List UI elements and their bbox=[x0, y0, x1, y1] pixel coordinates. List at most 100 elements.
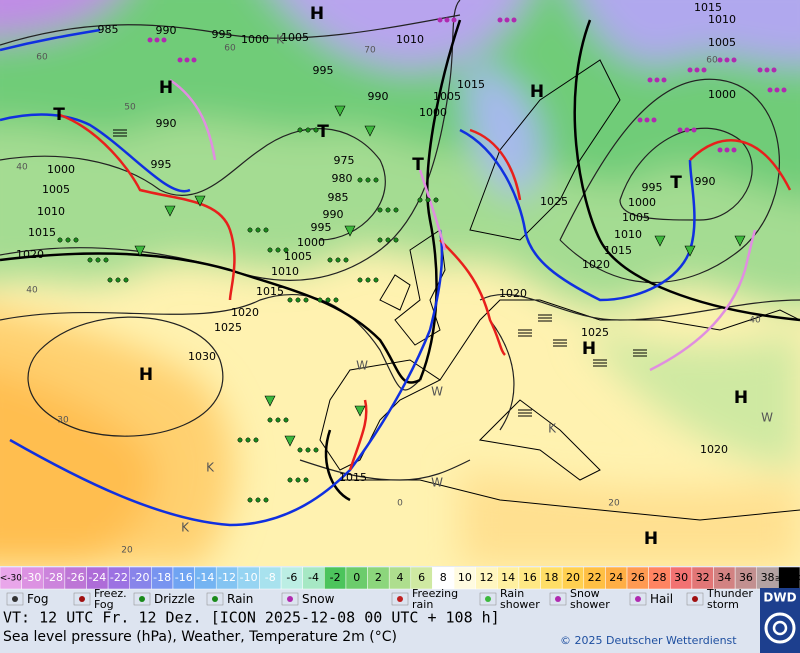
isobar-label: 1030 bbox=[188, 350, 216, 363]
isobar-label: 990 bbox=[323, 208, 344, 221]
isobar-label: 1000 bbox=[419, 106, 447, 119]
snow-symbol bbox=[661, 77, 667, 83]
scale-label: -10 bbox=[240, 571, 258, 584]
temperature-label: 60 bbox=[36, 53, 48, 63]
wind-letter: K bbox=[276, 33, 285, 47]
pressure-center: H bbox=[734, 388, 748, 408]
isobars bbox=[0, 0, 800, 481]
isobar-label: 1000 bbox=[297, 236, 325, 249]
isobar-label: 1020 bbox=[231, 306, 259, 319]
legend-icon bbox=[686, 592, 704, 606]
temperature-label: 70 bbox=[364, 46, 376, 56]
snow-symbol bbox=[644, 117, 650, 123]
legend-icon-dot bbox=[287, 596, 293, 602]
copyright: © 2025 Deutscher Wetterdienst bbox=[560, 634, 737, 647]
snow-symbol bbox=[651, 117, 657, 123]
pressure-center: H bbox=[582, 339, 596, 359]
scale-label: -22 bbox=[110, 571, 128, 584]
pressure-center: T bbox=[670, 173, 682, 193]
rain-symbol bbox=[275, 247, 281, 253]
rain-symbol bbox=[237, 437, 243, 443]
pressure-center: H bbox=[159, 78, 173, 98]
legend-label: Snow shower bbox=[570, 587, 610, 611]
scale-label: 12 bbox=[479, 571, 493, 584]
scale-label: 18 bbox=[544, 571, 558, 584]
rain-symbol bbox=[373, 277, 379, 283]
rain-symbol bbox=[365, 177, 371, 183]
legend-label: Hail bbox=[650, 592, 673, 606]
legend-icon bbox=[549, 592, 567, 606]
isobar-label: 1010 bbox=[614, 228, 642, 241]
isobar-label: 990 bbox=[368, 90, 389, 103]
map-labels: 985 990 995 1000 1005 10101015101010051000995… bbox=[16, 1, 773, 556]
legend-icon-dot bbox=[635, 596, 641, 602]
isobar-label: 1005 bbox=[708, 36, 736, 49]
rain-shower-symbol bbox=[684, 245, 696, 257]
weather-symbols bbox=[57, 17, 787, 503]
temperature-label: 40 bbox=[16, 163, 28, 173]
scale-label: 36 bbox=[739, 571, 753, 584]
snow-symbol bbox=[731, 147, 737, 153]
rain-symbol bbox=[327, 257, 333, 263]
snow-symbol bbox=[451, 17, 457, 23]
rain-shower-symbol bbox=[334, 105, 346, 117]
scale-label: 10 bbox=[458, 571, 472, 584]
pressure-center: T bbox=[53, 105, 65, 125]
isobar-label: 985 bbox=[328, 191, 349, 204]
isobar-label: 995 bbox=[313, 64, 334, 77]
isobar-label: 1005 bbox=[284, 250, 312, 263]
pressure-center: T bbox=[412, 155, 424, 175]
isobar-label: 990 bbox=[695, 175, 716, 188]
wind-letter: W bbox=[761, 411, 773, 425]
wind-letter: K bbox=[548, 422, 557, 436]
rain-symbol bbox=[287, 477, 293, 483]
rain-symbol bbox=[275, 417, 281, 423]
rain-symbol bbox=[255, 497, 261, 503]
snow-symbol bbox=[177, 57, 183, 63]
fronts bbox=[0, 28, 792, 527]
snow-symbol bbox=[767, 87, 773, 93]
dwd-logo-swirl bbox=[772, 620, 788, 636]
snow-symbol bbox=[497, 17, 503, 23]
isobar-label: 1000 bbox=[708, 88, 736, 101]
legend-label: Fog bbox=[27, 592, 48, 606]
scale-label: -24 bbox=[88, 571, 106, 584]
rain-symbol bbox=[365, 277, 371, 283]
snow-symbol bbox=[504, 17, 510, 23]
rain-symbol bbox=[377, 237, 383, 243]
isobar-label: 1020 bbox=[499, 287, 527, 300]
scale-label: 16 bbox=[523, 571, 537, 584]
isobar-label: 1015 bbox=[256, 285, 284, 298]
rain-shower-symbol bbox=[344, 225, 356, 237]
isobar-label: 1005 bbox=[433, 90, 461, 103]
scale-label: 28 bbox=[652, 571, 666, 584]
rain-shower-symbol bbox=[194, 195, 206, 207]
snow-symbol bbox=[781, 87, 787, 93]
snow-symbol bbox=[511, 17, 517, 23]
snow-symbol bbox=[684, 127, 690, 133]
temperature-label: 40 bbox=[26, 286, 38, 296]
rain-symbol bbox=[263, 227, 269, 233]
rain-shower-symbol bbox=[354, 405, 366, 417]
rain-symbol bbox=[245, 437, 251, 443]
isobar-label: 1000 bbox=[241, 33, 269, 46]
rain-symbol bbox=[267, 417, 273, 423]
wind-letter: W bbox=[431, 385, 443, 399]
rain-shower-symbol bbox=[364, 125, 376, 137]
rain-shower-symbol bbox=[734, 235, 746, 247]
isobar-label: 1000 bbox=[628, 196, 656, 209]
legend-icon-dot bbox=[692, 596, 698, 602]
pressure-center: H bbox=[310, 4, 324, 24]
rain-symbol bbox=[313, 447, 319, 453]
isobar-label: 975 bbox=[334, 154, 355, 167]
legend-icon-dot bbox=[139, 596, 145, 602]
legend-icon bbox=[479, 592, 497, 606]
rain-symbol bbox=[287, 297, 293, 303]
legend-label: Freezing rain bbox=[412, 587, 458, 611]
scale-label: -18 bbox=[153, 571, 171, 584]
temperature-label: 20 bbox=[608, 499, 620, 509]
legend-icon bbox=[6, 592, 24, 606]
rain-symbol bbox=[87, 257, 93, 263]
pressure-center: H bbox=[530, 82, 544, 102]
rain-symbol bbox=[103, 257, 109, 263]
